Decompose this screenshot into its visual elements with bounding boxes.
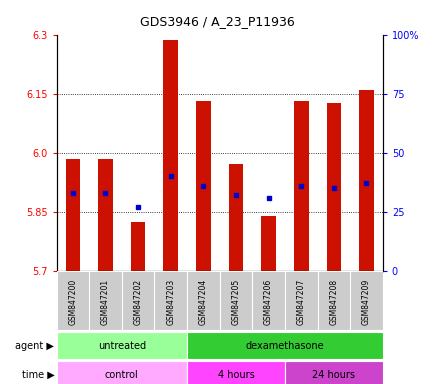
Text: GSM847203: GSM847203 <box>166 278 175 325</box>
Text: agent ▶: agent ▶ <box>16 341 54 351</box>
Bar <box>56 361 187 384</box>
Text: GSM847201: GSM847201 <box>101 279 110 325</box>
Bar <box>228 164 243 271</box>
Bar <box>349 271 382 330</box>
Text: GSM847205: GSM847205 <box>231 278 240 325</box>
Bar <box>284 271 317 330</box>
Bar <box>56 332 187 359</box>
Bar <box>56 271 89 330</box>
Bar <box>154 271 187 330</box>
Text: GDS3946 / A_23_P11936: GDS3946 / A_23_P11936 <box>140 15 294 28</box>
Text: GSM847200: GSM847200 <box>68 278 77 325</box>
Bar <box>187 361 284 384</box>
Text: GSM847202: GSM847202 <box>133 279 142 325</box>
Bar <box>66 159 80 271</box>
Bar <box>219 271 252 330</box>
Bar <box>326 103 340 271</box>
Text: GSM847207: GSM847207 <box>296 278 305 325</box>
Text: GSM847209: GSM847209 <box>361 278 370 325</box>
Bar <box>358 89 373 271</box>
Bar <box>187 332 382 359</box>
Bar <box>187 271 219 330</box>
Bar <box>98 159 112 271</box>
Bar <box>131 222 145 271</box>
Text: time ▶: time ▶ <box>22 370 54 380</box>
Text: GSM847208: GSM847208 <box>329 279 338 325</box>
Bar <box>293 101 308 271</box>
Text: dexamethasone: dexamethasone <box>245 341 323 351</box>
Text: 24 hours: 24 hours <box>312 370 355 380</box>
Text: 4 hours: 4 hours <box>217 370 254 380</box>
Bar <box>317 271 349 330</box>
Bar <box>261 215 275 271</box>
Bar <box>252 271 284 330</box>
Bar <box>163 40 178 271</box>
Text: GSM847204: GSM847204 <box>198 278 207 325</box>
Bar <box>89 271 122 330</box>
Bar <box>284 361 382 384</box>
Text: untreated: untreated <box>98 341 145 351</box>
Bar <box>122 271 154 330</box>
Text: GSM847206: GSM847206 <box>263 278 273 325</box>
Text: control: control <box>105 370 138 380</box>
Bar <box>196 101 210 271</box>
